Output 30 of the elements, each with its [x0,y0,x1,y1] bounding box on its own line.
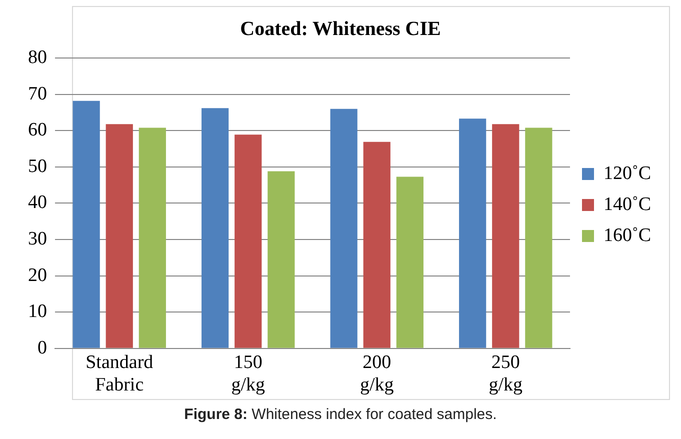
legend-label: 140˚C [604,194,651,215]
y-tick-label: 30 [28,228,47,250]
x-tick-label: 150 g/kg [231,352,266,396]
bar [330,108,358,348]
y-tick-label: 10 [28,301,47,322]
y-tick-label: 60 [28,120,47,141]
y-tick-label: 0 [38,337,47,358]
legend-label: 120˚C [604,162,651,184]
bar [202,108,229,348]
caption: Figure 8: Whiteness index for coated samples. [183,406,498,423]
y-tick-label: 70 [28,83,47,104]
bar [396,176,424,348]
bar [363,142,390,348]
bar [138,128,166,348]
bar [525,128,552,348]
bar [234,134,262,348]
bar [459,118,486,348]
bar [72,100,100,348]
bar [268,171,295,348]
x-tick-label: 250 g/kg [488,352,524,396]
legend-label: 160˚C [604,224,651,246]
y-tick-label: 40 [28,192,47,214]
chart-title: Coated: Whiteness CIE [240,18,441,40]
y-tick-label: 50 [28,156,47,177]
y-tick-label: 80 [28,46,47,68]
bar [106,124,133,348]
y-tick-label: 20 [28,264,47,286]
x-tick-label: Standard Fabric [86,352,154,396]
bar [492,124,520,348]
x-tick-label: 200 g/kg [360,352,394,396]
